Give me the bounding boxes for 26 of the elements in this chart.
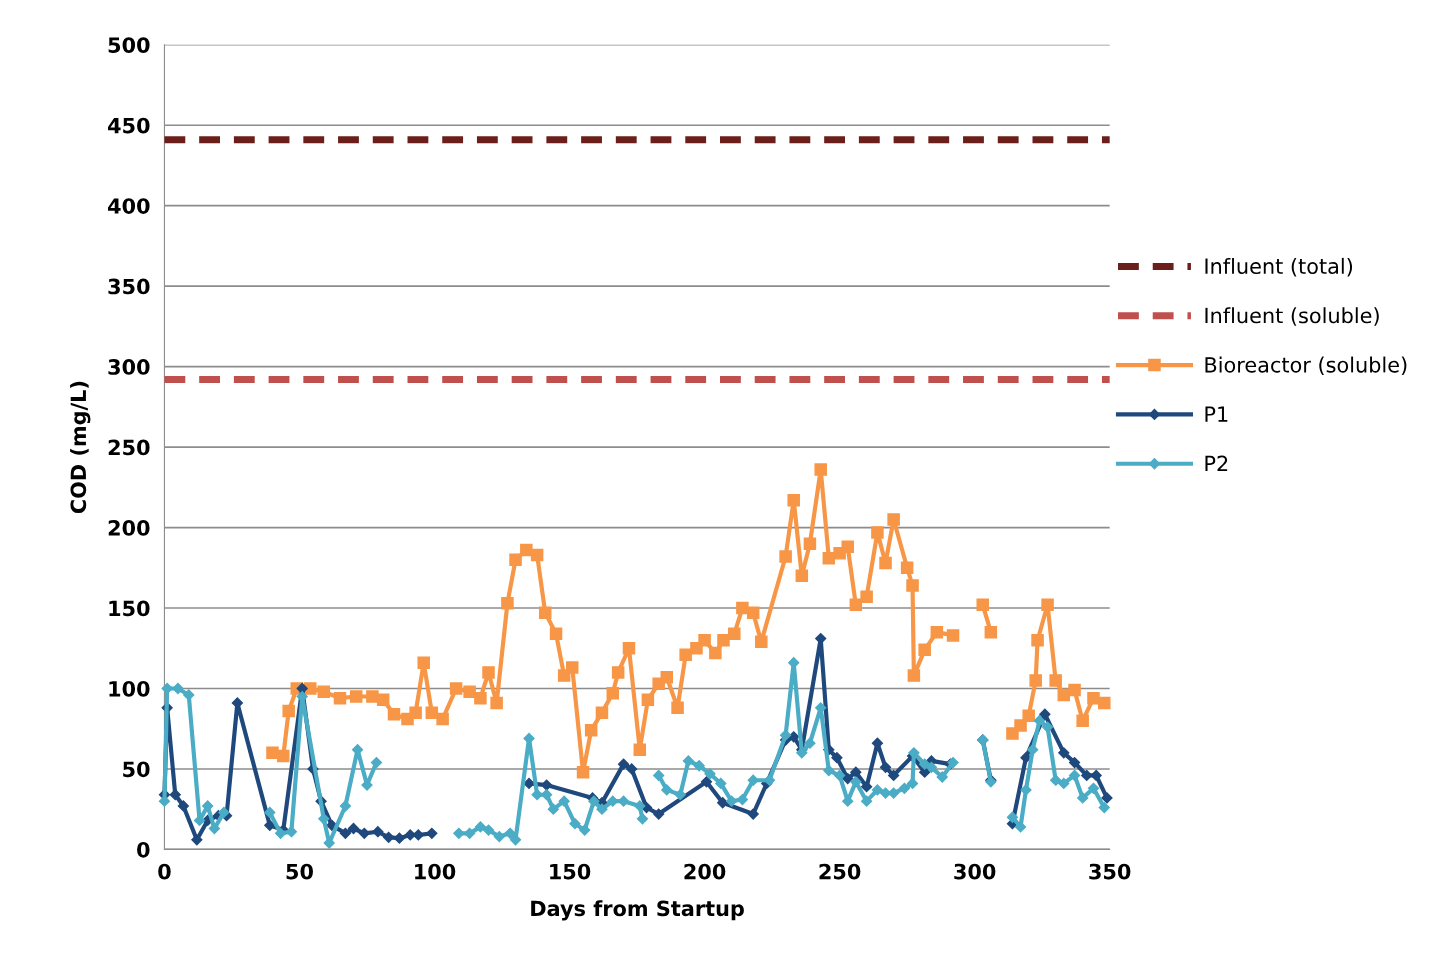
y-tick-label: 400 bbox=[108, 198, 150, 214]
y-tick-label: 150 bbox=[109, 600, 150, 617]
x-tick-label: 300 bbox=[954, 863, 996, 880]
legend-label: P1 bbox=[1205, 406, 1228, 422]
y-tick-label: 300 bbox=[108, 359, 150, 375]
x-axis-title: Days from Startup bbox=[531, 900, 744, 921]
y-tick-label: 200 bbox=[108, 520, 150, 536]
y-tick-label: 0 bbox=[137, 841, 150, 858]
legend-label: Bioreactor (soluble) bbox=[1205, 356, 1407, 376]
y-tick-label: 100 bbox=[109, 680, 150, 697]
x-tick-label: 350 bbox=[1089, 863, 1131, 880]
legend-label: Influent (soluble) bbox=[1205, 307, 1379, 326]
y-tick-label: 350 bbox=[108, 278, 150, 295]
y-tick-label: 450 bbox=[108, 117, 150, 134]
legend-label: P2 bbox=[1205, 455, 1228, 472]
y-axis-title: COD (mg/L) bbox=[70, 381, 91, 514]
x-tick-label: 200 bbox=[684, 863, 726, 880]
legend-label: Influent (total) bbox=[1205, 257, 1353, 277]
x-tick-label: 250 bbox=[819, 863, 861, 880]
x-tick-label: 150 bbox=[550, 863, 591, 880]
y-tick-label: 500 bbox=[108, 37, 150, 53]
x-tick-label: 50 bbox=[286, 863, 313, 880]
y-tick-label: 250 bbox=[108, 439, 150, 456]
x-tick-label: 100 bbox=[415, 863, 456, 880]
x-tick-label: 0 bbox=[158, 863, 171, 880]
y-tick-label: 50 bbox=[123, 761, 150, 778]
